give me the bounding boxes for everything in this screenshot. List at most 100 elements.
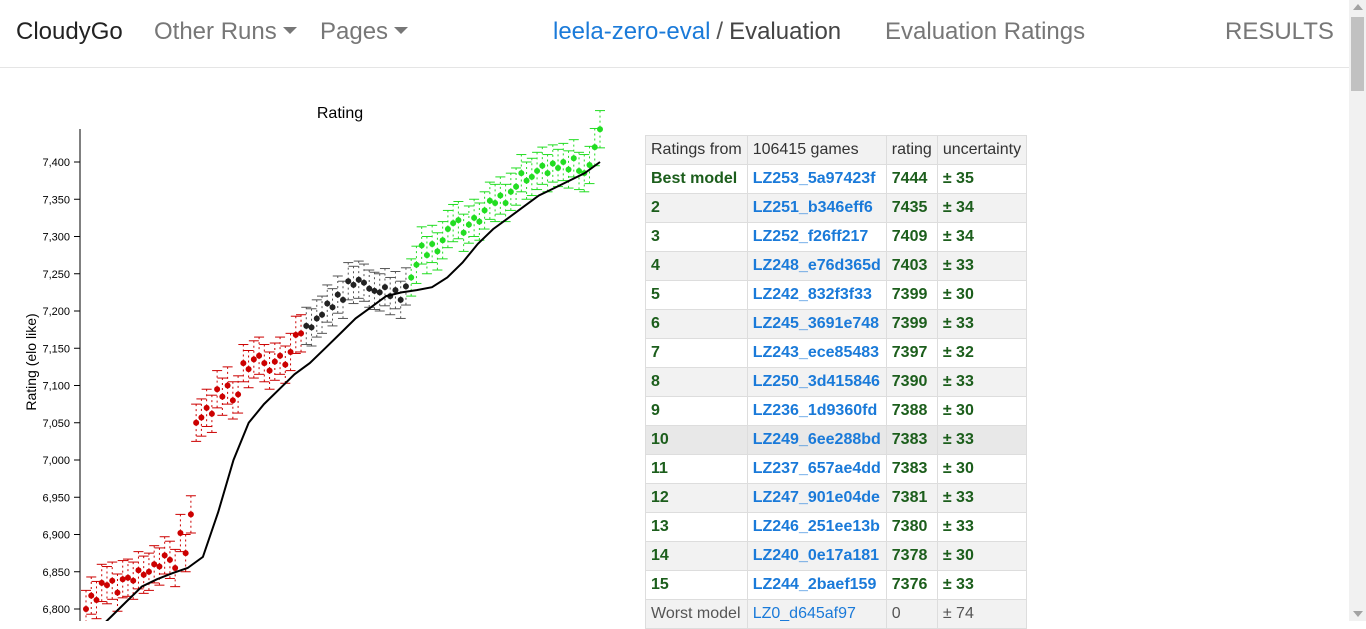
model-link[interactable]: LZ237_657ae4dd bbox=[746, 454, 887, 484]
data-point bbox=[465, 221, 472, 228]
data-point bbox=[319, 311, 326, 318]
data-point bbox=[103, 582, 110, 589]
data-point bbox=[182, 550, 189, 557]
rating-cell: 7376 bbox=[885, 570, 938, 600]
uncertainty-cell: ± 30 bbox=[936, 541, 1028, 571]
data-point bbox=[329, 304, 336, 311]
rating-cell: 7444 bbox=[885, 164, 938, 194]
data-point bbox=[570, 155, 577, 162]
data-point bbox=[261, 360, 268, 367]
model-link[interactable]: LZ251_b346eff6 bbox=[746, 193, 887, 223]
model-link[interactable]: LZ245_3691e748 bbox=[746, 309, 887, 339]
data-point bbox=[303, 322, 310, 329]
other-runs-dropdown[interactable]: Other Runs bbox=[154, 18, 297, 46]
model-link[interactable]: LZ240_0e17a181 bbox=[746, 541, 887, 571]
data-point bbox=[340, 296, 346, 303]
rating-cell: 7381 bbox=[885, 483, 938, 513]
table-row: 14 LZ240_0e17a181 7378 ± 30 bbox=[645, 541, 1028, 571]
uncertainty-cell: ± 33 bbox=[936, 570, 1028, 600]
model-link[interactable]: LZ253_5a97423f bbox=[746, 164, 887, 194]
model-link[interactable]: LZ236_1d9360fd bbox=[746, 396, 887, 426]
rank-cell: Best model bbox=[645, 164, 748, 194]
data-point bbox=[292, 331, 299, 338]
model-link[interactable]: LZ247_901e04de bbox=[746, 483, 887, 513]
model-link[interactable]: LZ252_f26ff217 bbox=[746, 222, 887, 252]
data-point bbox=[476, 218, 483, 225]
data-point bbox=[277, 352, 284, 359]
model-link[interactable]: LZ248_e76d365d bbox=[746, 251, 887, 281]
caret-down-icon bbox=[394, 27, 409, 35]
data-point bbox=[250, 356, 257, 363]
model-link[interactable]: LZ243_ece85483 bbox=[746, 338, 887, 368]
navbar: CloudyGo Other Runs Pages leela-zero-eva… bbox=[0, 0, 1349, 68]
y-tick-label: 6,900 bbox=[42, 530, 70, 542]
rating-cell: 7383 bbox=[885, 454, 938, 484]
data-point bbox=[93, 597, 100, 604]
data-point bbox=[497, 192, 504, 199]
data-point bbox=[518, 170, 525, 177]
table-row: Worst model LZ0_d645af97 0 ± 74 bbox=[645, 599, 1028, 629]
rank-cell: 4 bbox=[645, 251, 748, 281]
model-link[interactable]: LZ250_3d415846 bbox=[746, 367, 887, 397]
header-games: 106415 games bbox=[746, 135, 887, 165]
evaluation-ratings-link[interactable]: Evaluation Ratings bbox=[885, 18, 1086, 45]
data-point bbox=[513, 183, 520, 190]
data-point bbox=[423, 252, 430, 259]
data-point bbox=[256, 352, 263, 359]
data-point bbox=[381, 284, 388, 291]
chart-trend-line bbox=[105, 161, 601, 621]
brand-link[interactable]: CloudyGo bbox=[16, 18, 123, 45]
data-point bbox=[203, 404, 210, 411]
data-point bbox=[523, 177, 530, 184]
data-point bbox=[235, 391, 242, 398]
scroll-thumb[interactable] bbox=[1351, 17, 1364, 91]
data-point bbox=[172, 565, 179, 572]
pages-dropdown[interactable]: Pages bbox=[320, 18, 409, 46]
results-link[interactable]: RESULTS bbox=[1225, 18, 1334, 45]
data-point bbox=[507, 188, 514, 195]
table-row: 15 LZ244_2baef159 7376 ± 33 bbox=[645, 570, 1028, 600]
page-title: Evaluation bbox=[729, 18, 842, 45]
chart-points bbox=[83, 126, 603, 612]
table-row: 5 LZ242_832f3f33 7399 ± 30 bbox=[645, 280, 1028, 310]
model-link[interactable]: LZ246_251ee13b bbox=[746, 512, 887, 542]
model-link[interactable]: LZ0_d645af97 bbox=[746, 599, 887, 629]
data-point bbox=[444, 226, 451, 233]
data-point bbox=[439, 237, 446, 244]
y-tick-label: 7,150 bbox=[42, 343, 70, 355]
data-point bbox=[560, 159, 567, 165]
data-point bbox=[161, 552, 168, 559]
scroll-down-arrow-icon[interactable] bbox=[1353, 611, 1363, 617]
data-point bbox=[166, 556, 173, 563]
data-point bbox=[83, 606, 89, 612]
y-tick-label: 6,950 bbox=[42, 492, 70, 504]
uncertainty-cell: ± 30 bbox=[936, 280, 1028, 310]
data-point bbox=[88, 592, 95, 599]
data-point bbox=[313, 315, 320, 322]
data-point bbox=[418, 242, 425, 249]
chart-y-ticks: 6,800 6,850 6,900 6,950 7,000 7,050 7,100 7,150… bbox=[42, 157, 80, 616]
rating-chart: Rating Rating (elo like) 6,800 6,850 6,900… bbox=[23, 105, 605, 621]
model-link[interactable]: LZ244_2baef159 bbox=[746, 570, 887, 600]
rating-cell: 7390 bbox=[885, 367, 938, 397]
data-point bbox=[486, 197, 493, 204]
scroll-up-arrow-icon[interactable] bbox=[1353, 4, 1363, 10]
data-point bbox=[408, 274, 415, 281]
data-point bbox=[460, 229, 467, 236]
rank-cell: 13 bbox=[645, 512, 748, 542]
rank-cell: 6 bbox=[645, 309, 748, 339]
page-scrollbar[interactable] bbox=[1349, 0, 1366, 621]
model-link[interactable]: LZ249_6ee288bd bbox=[746, 425, 887, 455]
data-point bbox=[119, 576, 126, 583]
table-row: 10 LZ249_6ee288bd 7383 ± 33 bbox=[645, 425, 1028, 455]
uncertainty-cell: ± 33 bbox=[936, 425, 1028, 455]
rating-cell: 7380 bbox=[885, 512, 938, 542]
rating-cell: 7383 bbox=[885, 425, 938, 455]
chart-y-axis-label: Rating (elo like) bbox=[23, 313, 39, 410]
run-link[interactable]: leela-zero-eval bbox=[553, 18, 711, 45]
data-point bbox=[282, 361, 289, 368]
y-tick-label: 7,200 bbox=[42, 306, 70, 318]
model-link[interactable]: LZ242_832f3f33 bbox=[746, 280, 887, 310]
data-point bbox=[151, 561, 158, 568]
pages-label: Pages bbox=[320, 18, 389, 45]
